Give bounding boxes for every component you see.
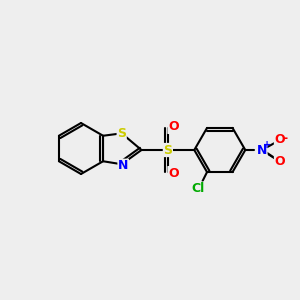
Text: O: O (168, 120, 178, 134)
Text: Cl: Cl (191, 182, 205, 195)
Text: N: N (118, 159, 128, 172)
Text: O: O (274, 155, 285, 168)
Text: S: S (117, 127, 126, 140)
Text: O: O (168, 167, 178, 180)
Text: N: N (256, 143, 267, 157)
Text: +: + (263, 140, 271, 150)
Text: O: O (274, 133, 285, 146)
Text: S: S (164, 143, 172, 157)
Text: -: - (283, 131, 288, 145)
